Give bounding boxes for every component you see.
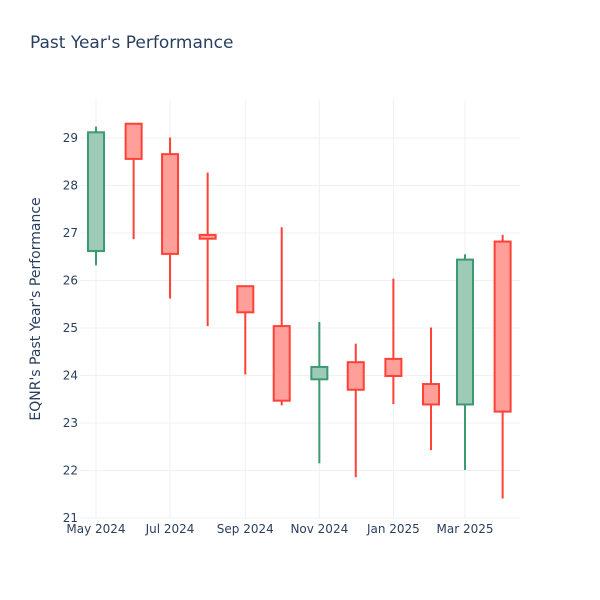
candle [346, 343, 365, 478]
y-axis-title: EQNR's Past Year's Performance [28, 197, 44, 420]
y-tick-label: 22 [63, 464, 78, 478]
candle-body [346, 361, 365, 391]
candle-body [198, 233, 217, 240]
candle [456, 254, 474, 471]
y-tick-label: 23 [63, 416, 78, 430]
x-axis-ticks: May 2024 Jul 2024 Sep 2024 Nov 2024 Jan 2025… [66, 522, 493, 536]
candle [236, 285, 255, 375]
candle-body [456, 258, 474, 406]
y-tick-label: 26 [63, 274, 78, 288]
candle-body [87, 131, 105, 253]
candle [422, 327, 441, 451]
candle-body [493, 240, 512, 413]
candles [87, 122, 512, 499]
candle [124, 122, 143, 240]
chart-title: Past Year's Performance [30, 33, 234, 53]
candle [384, 278, 403, 404]
candle [87, 126, 105, 266]
candle-body [310, 365, 329, 381]
candle-body [236, 285, 255, 314]
candle-body [124, 122, 143, 160]
x-tick-label: Nov 2024 [290, 522, 348, 536]
x-tick-label: Jul 2024 [145, 522, 195, 536]
candle-body [422, 383, 441, 406]
candle [310, 321, 329, 464]
y-tick-label: 29 [63, 131, 78, 145]
candle-body [384, 357, 403, 377]
y-tick-label: 28 [63, 179, 78, 193]
y-axis-ticks: 21 22 23 24 25 26 27 28 29 [63, 131, 78, 525]
candle [198, 172, 217, 327]
grid [80, 100, 520, 519]
x-tick-label: Sep 2024 [217, 522, 274, 536]
x-tick-label: May 2024 [66, 522, 125, 536]
y-tick-label: 24 [63, 369, 78, 383]
x-tick-label: Jan 2025 [366, 522, 420, 536]
candle [272, 227, 291, 406]
y-tick-label: 27 [63, 226, 78, 240]
x-tick-label: Mar 2025 [437, 522, 494, 536]
candle-body [272, 325, 291, 402]
candle [493, 234, 512, 499]
candle [161, 137, 180, 299]
candle-body [161, 153, 180, 255]
y-tick-label: 25 [63, 321, 78, 335]
y-tick-label: 21 [63, 511, 78, 525]
